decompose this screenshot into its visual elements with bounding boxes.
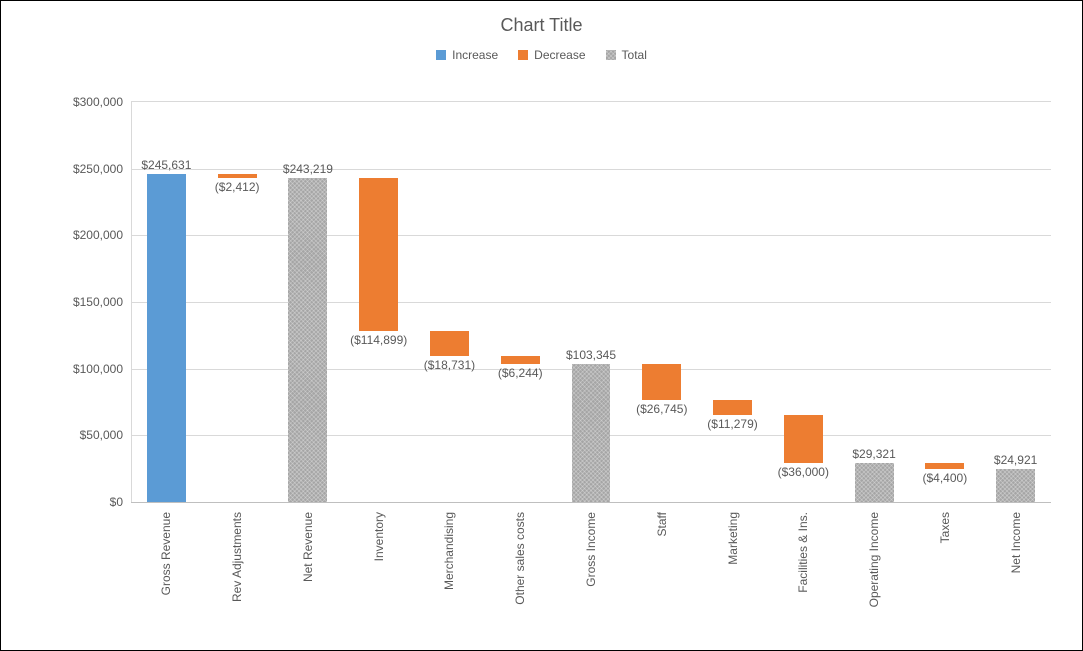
bar (713, 400, 752, 415)
category-label: Staff (655, 512, 669, 536)
y-axis-tick-label: $300,000 (73, 95, 131, 109)
bar (359, 178, 398, 331)
category-label: Rev Adjustments (230, 512, 244, 602)
data-label: $24,921 (994, 453, 1037, 467)
chart-title: Chart Title (1, 1, 1082, 36)
category-label: Taxes (938, 512, 952, 543)
legend-label: Total (622, 48, 647, 62)
bar (784, 415, 823, 463)
legend: Increase Decrease Total (1, 48, 1082, 62)
data-label: ($11,279) (707, 417, 757, 431)
category-label: Net Income (1009, 512, 1023, 573)
bar (430, 331, 469, 356)
legend-swatch (436, 50, 446, 60)
gridline (131, 235, 1051, 236)
data-label: $103,345 (566, 348, 616, 362)
bar (572, 364, 611, 502)
y-axis-tick-label: $200,000 (73, 228, 131, 242)
bar (288, 178, 327, 502)
data-label: ($26,745) (636, 402, 687, 416)
category-label: Gross Revenue (159, 512, 173, 595)
data-label: ($2,412) (215, 180, 260, 194)
bar (642, 364, 681, 400)
category-label: Merchandising (442, 512, 456, 590)
data-label: $245,631 (141, 158, 191, 172)
bar (147, 174, 186, 502)
bar (996, 469, 1035, 502)
data-label: $243,219 (283, 162, 333, 176)
legend-swatch (606, 50, 616, 60)
data-label: ($18,731) (424, 358, 475, 372)
legend-item: Total (606, 48, 647, 62)
legend-item: Decrease (518, 48, 585, 62)
data-label: ($114,899) (350, 333, 407, 347)
x-axis-baseline (131, 502, 1051, 503)
legend-swatch (518, 50, 528, 60)
y-axis-tick-label: $250,000 (73, 162, 131, 176)
legend-label: Increase (452, 48, 498, 62)
legend-item: Increase (436, 48, 498, 62)
y-axis-tick-label: $0 (110, 495, 131, 509)
bar (925, 463, 964, 469)
data-label: ($6,244) (498, 366, 543, 380)
gridline (131, 169, 1051, 170)
bar (218, 174, 257, 177)
y-axis-tick-label: $150,000 (73, 295, 131, 309)
category-label: Inventory (372, 512, 386, 561)
plot-area: $0$50,000$100,000$150,000$200,000$250,00… (131, 101, 1051, 502)
data-label: ($4,400) (922, 471, 967, 485)
legend-label: Decrease (534, 48, 585, 62)
category-label: Marketing (726, 512, 740, 565)
category-label: Facilities & Ins. (796, 512, 810, 593)
category-label: Operating Income (867, 512, 881, 607)
data-label: $29,321 (852, 447, 895, 461)
gridline (131, 302, 1051, 303)
chart-frame: Chart Title IncreaseDecreaseTotal $0$50,… (0, 0, 1083, 651)
data-label: ($36,000) (778, 465, 829, 479)
bar (855, 463, 894, 502)
y-axis-tick-label: $100,000 (73, 362, 131, 376)
y-axis-tick-label: $50,000 (80, 428, 131, 442)
category-label: Gross Income (584, 512, 598, 587)
category-label: Other sales costs (513, 512, 527, 605)
bar (501, 356, 540, 364)
category-label: Net Revenue (301, 512, 315, 582)
